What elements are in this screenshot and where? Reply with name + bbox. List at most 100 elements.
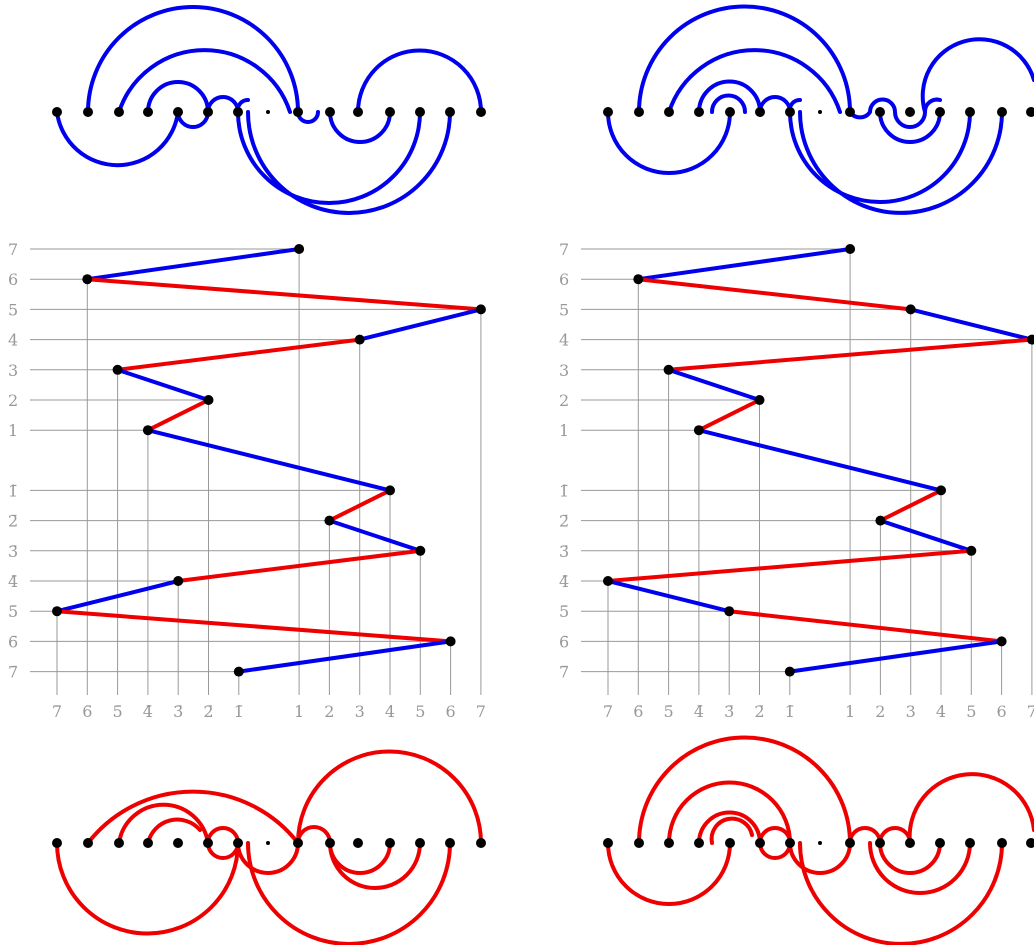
path-segment: [636, 247, 853, 282]
path-segment: [878, 488, 943, 523]
x-tick-label: 5: [966, 702, 976, 721]
y-tick-label: 3: [8, 361, 18, 380]
data-point: [82, 274, 93, 285]
y-tick-label: 2̄: [559, 512, 569, 531]
path-segment: [85, 247, 302, 282]
x-tick-label: 5̄: [113, 702, 123, 721]
data-point: [385, 485, 395, 496]
x-tick-label: 2: [875, 702, 885, 721]
path-segment: [908, 307, 1034, 342]
x-tick-label: 4: [936, 702, 946, 721]
path-segment: [55, 579, 181, 614]
data-point: [845, 244, 856, 254]
right-grid-plot: 7 6 5 4 3 2 1 1̄ 2̄ 3̄ 4̄ 5̄ 6̄ 7̄ 7̄ 6̄ 5̄ 4̄ 3̄ 2̄ 1̄ 1 2 3 4 5…: [559, 240, 1034, 721]
x-tick-label: 3̄: [173, 702, 183, 721]
x-tick-label: 7: [476, 702, 486, 721]
data-point: [203, 395, 214, 405]
path-segment: [636, 277, 913, 312]
path-segment: [176, 548, 423, 583]
x-tick-label: 1: [845, 702, 855, 721]
y-tick-label: 6: [559, 270, 569, 289]
x-tick-label: 4̄: [143, 702, 153, 721]
left-grid-plot: 7 6 5 4 3 2 1 1̄ 2̄ 3̄ 4̄ 5̄ 6̄ 7̄ 7̄ 6̄ 5̄ 4̄ 3̄ 2̄ 1̄ 1 2 3 4 5…: [8, 240, 486, 721]
path-segment: [55, 609, 453, 644]
data-point: [784, 666, 795, 677]
data-point: [142, 425, 153, 436]
right-top-arc-diagram: [603, 4, 1034, 215]
x-tick-label: 4: [385, 702, 395, 721]
data-point: [445, 636, 456, 647]
y-tick-label: 3̄: [8, 542, 18, 561]
y-tick-label: 5̄: [8, 602, 18, 621]
x-tick-label: 3: [355, 702, 365, 721]
data-point: [475, 304, 486, 315]
x-tick-label: 7: [1027, 702, 1034, 721]
y-tick-label: 7̄: [8, 663, 18, 682]
path-segment: [327, 518, 423, 553]
data-point: [966, 545, 977, 556]
y-tick-label: 6̄: [8, 632, 18, 651]
y-tick-label: 5: [8, 300, 18, 319]
y-tick-label: 1̄: [559, 481, 569, 500]
y-tick-label: 3: [559, 361, 569, 380]
y-tick-label: 1̄: [8, 481, 18, 500]
x-tick-label: 6̄: [633, 702, 643, 721]
data-point: [354, 334, 365, 345]
y-tick-label: 7: [8, 240, 18, 259]
data-point: [936, 485, 946, 496]
data-point: [1026, 334, 1034, 345]
data-point: [324, 515, 335, 526]
data-point: [996, 636, 1007, 647]
path-segment: [727, 609, 1004, 644]
path-segment: [878, 518, 974, 553]
path-segment: [606, 579, 732, 614]
data-point: [905, 304, 916, 315]
right-bottom-arc-diagram: [603, 735, 1034, 945]
y-tick-label: 5̄: [559, 602, 569, 621]
y-tick-label: 7̄: [559, 663, 569, 682]
x-tick-label: 7̄: [52, 702, 62, 721]
x-tick-label: 5: [415, 702, 425, 721]
path-segment: [115, 367, 211, 402]
y-tick-label: 1: [559, 421, 569, 440]
x-tick-label: 6: [446, 702, 456, 721]
path-segment: [236, 639, 453, 674]
x-tick-label: 2̄: [203, 702, 213, 721]
y-tick-label: 4: [559, 331, 569, 350]
x-tick-label: 1̄: [785, 702, 795, 721]
x-tick-label: 2: [324, 702, 334, 721]
left-top-nodes: [52, 107, 486, 117]
data-point: [173, 576, 184, 586]
path-segment: [787, 639, 1004, 674]
x-tick-label: 3: [906, 702, 916, 721]
data-point: [52, 606, 62, 617]
y-tick-label: 2: [8, 391, 18, 410]
path-segment: [606, 548, 974, 583]
path-segment: [696, 398, 762, 433]
path-segment: [696, 428, 943, 493]
data-point: [294, 244, 305, 254]
data-point: [724, 606, 735, 617]
path-segment: [85, 277, 483, 312]
data-point: [233, 666, 244, 677]
x-tick-label: 1̄: [234, 702, 244, 721]
x-tick-label: 5̄: [664, 702, 674, 721]
left-top-arc-diagram: [52, 5, 486, 215]
y-tick-label: 4̄: [8, 572, 18, 591]
path-segment: [145, 428, 392, 493]
path-segment: [115, 337, 362, 372]
path-segment: [145, 398, 211, 433]
path-segment: [327, 488, 392, 523]
y-tick-label: 6̄: [559, 632, 569, 651]
y-tick-label: 1: [8, 421, 18, 440]
data-point: [415, 545, 426, 556]
right-top-nodes: [603, 107, 1034, 117]
data-point: [875, 515, 886, 526]
x-tick-label: 4̄: [694, 702, 704, 721]
data-point: [633, 274, 644, 285]
y-tick-label: 4̄: [559, 572, 569, 591]
left-bottom-nodes: [52, 838, 486, 848]
y-tick-label: 6: [8, 270, 18, 289]
data-point: [112, 364, 123, 375]
